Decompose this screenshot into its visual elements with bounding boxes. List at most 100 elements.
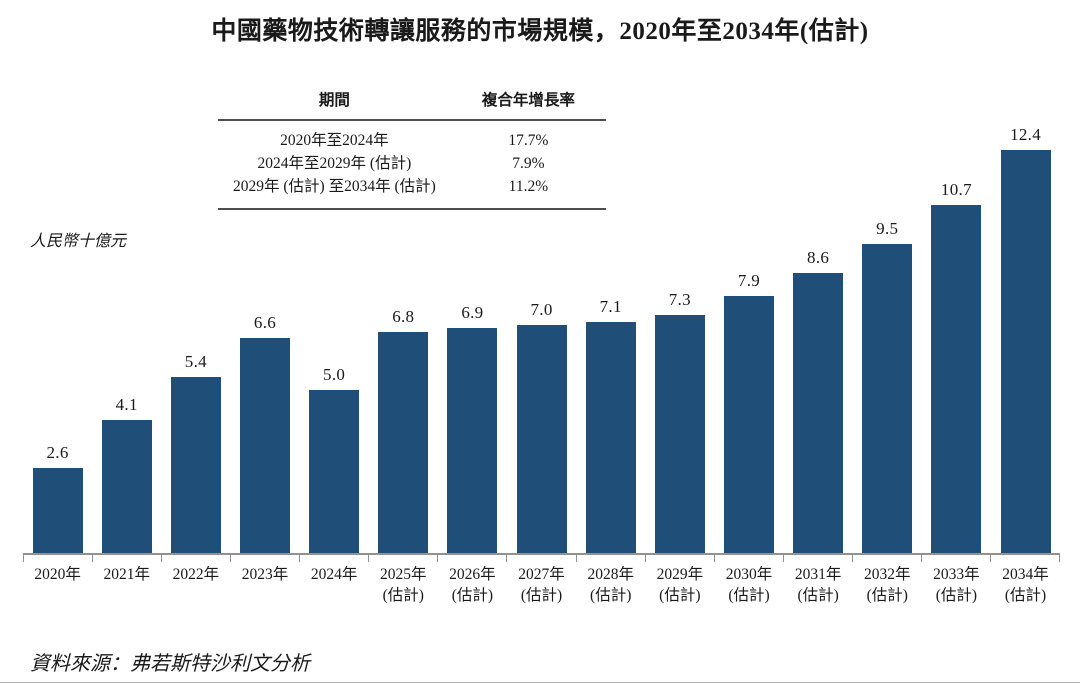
y-axis-unit-label: 人民幣十億元 (30, 233, 127, 250)
bar-value-label: 7.1 (599, 297, 622, 316)
bar-group: 7.0 (507, 300, 576, 553)
x-axis-label: 2026年 (估計) (438, 564, 507, 606)
bar (32, 468, 83, 553)
x-axis-label-year: 2034年 (1002, 566, 1049, 583)
x-axis-tick-cell (851, 555, 921, 562)
x-axis-label-year: 2020年 (34, 566, 81, 583)
x-axis-label-estimate-note: (估計) (451, 587, 494, 604)
cagr-table: 期間 複合年增長率 2020年至2024年 17.7% 2024年至2029年 (估… (218, 88, 606, 210)
chart-title: 中國藥物技術轉讓服務的市場規模，2020年至2034年(估計) (211, 18, 869, 45)
x-axis-label-year: 2023年 (241, 566, 289, 583)
x-axis-tick-cell (368, 555, 437, 562)
bar-group: 6.9 (438, 303, 507, 553)
bar (447, 328, 498, 553)
cagr-period-cell: 2029年 (估計) 至2034年 (估計) (233, 178, 436, 195)
cagr-period-cell: 2020年至2024年 (280, 132, 389, 149)
x-axis-label-year: 2029年 (656, 566, 704, 583)
x-axis-label-estimate-note: (估計) (659, 587, 701, 604)
bar (516, 325, 567, 553)
x-axis-label-year: 2033年 (933, 566, 980, 583)
bar (101, 420, 152, 553)
x-axis-label-year: 2025年 (380, 566, 427, 583)
x-axis-tick-cell (299, 555, 368, 562)
x-axis-label-year: 2026年 (449, 566, 496, 583)
x-axis-label-estimate-note: (估計) (382, 587, 424, 604)
bar (585, 322, 636, 553)
x-axis-label: 2030年 (估計) (714, 564, 783, 606)
bar-value-label: 6.9 (461, 303, 484, 322)
x-axis-label-estimate-note: (估計) (590, 587, 632, 604)
bar-group: 5.4 (161, 352, 230, 553)
bars-area: 2.6 4.1 5.4 6.6 5.0 6.8 6.9 7.0 7.1 7.3 7.9 8.6 9.5 1… (23, 125, 1060, 553)
x-axis-label-estimate-note: (估計) (728, 587, 770, 604)
x-axis-label: 2022年 (161, 564, 230, 606)
bar-value-label: 9.5 (876, 219, 899, 238)
x-axis-label-year: 2027年 (518, 566, 565, 583)
x-axis-tick-cell (782, 555, 852, 562)
x-axis-label: 2020年 (23, 564, 92, 606)
x-axis-tick-cell (920, 555, 990, 562)
bar-group: 2.6 (23, 443, 92, 553)
bar-group: 12.4 (991, 125, 1060, 553)
x-axis-label-year: 2031年 (794, 566, 842, 583)
x-axis-label-estimate-note: (估計) (1004, 587, 1047, 604)
x-axis-label-estimate-note: (估計) (866, 587, 908, 604)
x-axis-line (23, 553, 1060, 555)
bar-group: 7.1 (576, 297, 645, 553)
cagr-table-header: 期間 複合年增長率 (218, 88, 606, 121)
bar-group: 5.0 (300, 365, 369, 553)
x-axis-label-year: 2021年 (103, 566, 150, 583)
cagr-rate-cell: 7.9% (512, 155, 545, 172)
bar-group: 9.5 (853, 219, 922, 553)
x-axis-label: 2034年 (估計) (991, 564, 1060, 606)
cagr-table-body: 2020年至2024年 17.7% 2024年至2029年 (估計) 7.9% 2029… (218, 121, 606, 210)
x-axis-label-estimate-note: (估計) (797, 587, 839, 604)
x-axis-tick-cell (23, 555, 92, 562)
x-axis-label-year: 2028年 (587, 566, 634, 583)
bar (723, 296, 774, 553)
x-axis-label-estimate-note: (估計) (935, 587, 978, 604)
bar-group: 8.6 (784, 248, 853, 553)
bar-group: 7.9 (714, 271, 783, 553)
bar-group: 6.6 (230, 313, 299, 553)
x-axis-ticks (23, 555, 1060, 562)
bar-value-label: 4.1 (115, 395, 138, 414)
bar (1000, 150, 1051, 553)
bar-value-label: 5.0 (323, 365, 346, 384)
bar-value-label: 12.4 (1010, 125, 1042, 144)
x-axis-tick-cell (989, 555, 1060, 562)
x-axis-tick-cell (437, 555, 506, 562)
bar-value-label: 6.8 (392, 307, 415, 326)
cagr-table-row: 2020年至2024年 17.7% (218, 129, 606, 152)
x-axis-tick-cell (644, 555, 714, 562)
bar-group: 6.8 (369, 307, 438, 553)
x-axis-label-year: 2022年 (172, 566, 220, 583)
x-axis-label-year: 2030年 (725, 566, 773, 583)
bar (170, 377, 221, 553)
x-axis-label: 2031年 (估計) (784, 564, 853, 606)
x-axis-labels: 2020年 2021年 2022年 2023年 2024年 2025年 (估計) 2026年 (… (23, 564, 1060, 606)
cagr-rate-cell: 11.2% (508, 178, 549, 195)
x-axis-label-year: 2032年 (864, 566, 911, 583)
bar-value-label: 7.3 (668, 290, 691, 309)
bar-value-label: 7.9 (737, 271, 761, 290)
x-axis-tick-cell (575, 555, 645, 562)
x-axis-label: 2025年 (估計) (369, 564, 438, 606)
bar (862, 244, 913, 553)
x-axis-label: 2033年 (估計) (922, 564, 991, 606)
x-axis-label-estimate-note: (估計) (520, 587, 563, 604)
cagr-table-header-period: 期間 (318, 92, 350, 109)
bar-value-label: 10.7 (940, 180, 972, 199)
bar-group: 7.3 (645, 290, 714, 553)
bar (239, 338, 290, 553)
bar (793, 273, 844, 553)
bar-value-label: 8.6 (807, 248, 830, 267)
bar-value-label: 2.6 (46, 443, 69, 462)
bar-value-label: 7.0 (530, 300, 553, 319)
x-axis-label: 2024年 (300, 564, 369, 606)
x-axis-label: 2029年 (估計) (645, 564, 714, 606)
x-axis-label-year: 2024年 (310, 566, 358, 583)
cagr-period-cell: 2024年至2029年 (估計) (257, 155, 412, 172)
x-axis-label: 2021年 (92, 564, 161, 606)
